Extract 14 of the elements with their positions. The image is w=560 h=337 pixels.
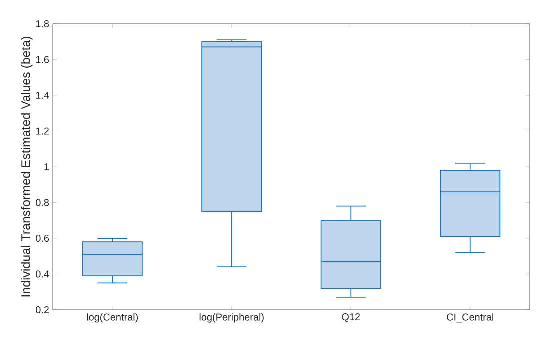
y-tick-label: 1.6 <box>36 56 50 64</box>
x-tick-label: Q12 <box>342 314 360 322</box>
y-tick-label: 1.4 <box>36 92 50 99</box>
y-tick-label: 1 <box>44 164 49 170</box>
y-axis-title: Individual Transformed Estimated Values (beta) <box>21 36 33 297</box>
x-tick-label: log(Central) <box>87 314 138 323</box>
y-tick-label: 1.8 <box>36 20 50 28</box>
y-tick-label: 0.4 <box>36 270 50 278</box>
y-tick-label: 0.2 <box>36 306 49 314</box>
x-tick-label: log(Peripheral) <box>200 314 264 323</box>
x-tick-label: CI_Central <box>447 314 494 323</box>
y-tick-label: 1.2 <box>36 128 49 135</box>
y-tick-label: 0.8 <box>36 199 50 206</box>
y-tick-label: 0.6 <box>36 234 50 242</box>
